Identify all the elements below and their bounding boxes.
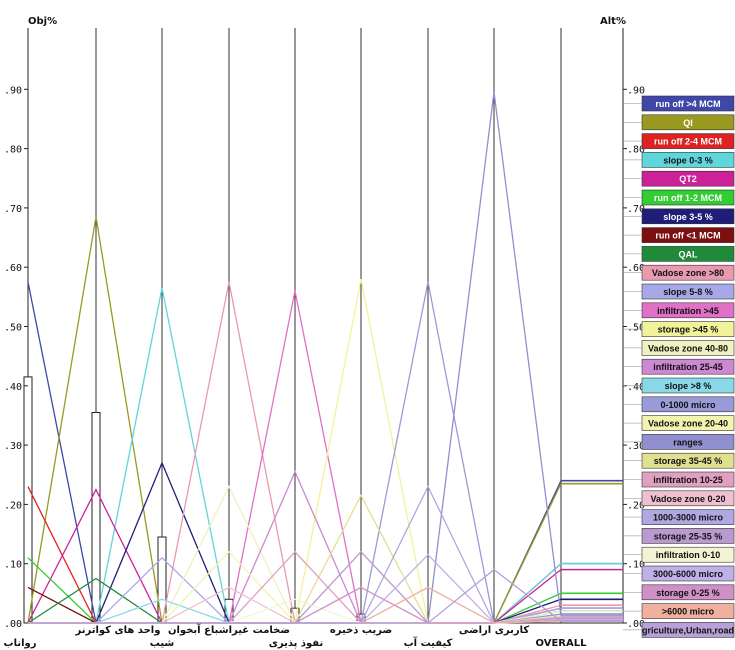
legend-label: slope 5-8 % [663, 287, 713, 297]
legend-entry: slope 5-8 % [623, 283, 735, 300]
legend-label: QI [683, 118, 693, 128]
legend-entry: run off 1-2 MCM [623, 189, 735, 206]
legend-entry: storage 0-25 % [623, 584, 735, 601]
legend-entry: storage >45 % [623, 321, 735, 337]
criterion-label: کیفیت آب [404, 636, 453, 649]
legend-label: storage 35-45 % [654, 456, 723, 466]
legend-entry: slope 0-3 % [623, 152, 735, 168]
right-tick-label: .20 [627, 500, 645, 511]
criterion-label: شیب [150, 638, 175, 649]
series-lines [27, 92, 623, 624]
legend-entry: Vadose zone >80 [623, 264, 735, 281]
legend-label: griculture,Urban,road [642, 625, 734, 635]
left-tick-label: .60 [4, 263, 22, 274]
legend-entry: storage 35-45 % [623, 452, 735, 469]
left-tick-label: .50 [4, 323, 22, 334]
legend-entry: >6000 micro [623, 603, 735, 619]
legend-entry: slope >8 % [623, 377, 735, 394]
legend-entry: QI [623, 114, 735, 131]
legend-label: ranges [673, 437, 703, 447]
criterion-labels: رواناب واحد های کواترنر شیب ضخامت غیراشباع … [4, 623, 588, 649]
legend-label: QAL [679, 249, 699, 259]
left-tick-label: .10 [4, 560, 22, 571]
legend-label: Vadose zone 20-40 [648, 419, 728, 429]
criterion-label: کاربری اراضی [459, 625, 530, 636]
legend-label: infiltration 10-25 [653, 475, 723, 485]
legend-entry: run off 2-4 MCM [623, 133, 735, 149]
tick-labels: .00 .00 .10 .10 .20 .20 .30 .30 .40 .40 .50 .50 .60.… [4, 85, 645, 630]
legend-entry: Vadose zone 0-20 [623, 490, 735, 507]
left-tick-label: .40 [4, 382, 22, 393]
right-tick-label: .30 [627, 441, 645, 452]
legend: run off >4 MCM QI run off 2-4 MCM slope 0-3… [623, 95, 735, 638]
right-tick-label: .70 [627, 204, 645, 215]
legend-entry: storage 25-35 % [623, 528, 735, 544]
legend-label: storage >45 % [658, 325, 719, 335]
right-tick-label: .40 [627, 382, 645, 393]
legend-label: slope 3-5 % [663, 212, 713, 222]
legend-entry: run off >4 MCM [623, 95, 735, 112]
legend-label: Vadose zone 40-80 [648, 343, 728, 353]
legend-label: run off >4 MCM [655, 99, 720, 109]
legend-entry: 0-1000 micro [623, 396, 735, 413]
legend-label: 0-1000 micro [660, 400, 716, 410]
legend-entry: infiltration >45 [623, 302, 735, 319]
criterion-label: رواناب [4, 638, 37, 649]
criterion-label: ضریب ذخیره [330, 625, 392, 636]
left-axis-label: Obj% [28, 16, 57, 27]
legend-label: slope >8 % [665, 381, 712, 391]
legend-label: slope 0-3 % [663, 155, 713, 165]
legend-entry: griculture,Urban,road [623, 622, 735, 638]
left-tick-label: .70 [4, 204, 22, 215]
left-tick-label: .20 [4, 500, 22, 511]
right-tick-label: .80 [627, 145, 645, 156]
left-tick-label: .90 [4, 85, 22, 96]
legend-entry: slope 3-5 % [623, 208, 735, 225]
legend-label: QT2 [679, 174, 697, 184]
legend-entry: 1000-3000 micro [623, 509, 735, 525]
legend-label: run off <1 MCM [655, 231, 720, 241]
right-tick-label: .50 [627, 323, 645, 334]
legend-label: 3000-6000 micro [653, 569, 724, 579]
criterion-label: نفوذ پذیری [269, 638, 324, 649]
legend-label: >6000 micro [662, 607, 715, 617]
legend-entry: QAL [623, 246, 735, 262]
criterion-label: OVERALL [536, 638, 588, 649]
right-tick-label: .90 [627, 85, 645, 96]
legend-label: storage 0-25 % [656, 588, 720, 598]
legend-entry: infiltration 0-10 [623, 546, 735, 563]
right-tick-label: .60 [627, 263, 645, 274]
axis-lines [95, 28, 562, 623]
legend-label: storage 25-35 % [654, 531, 723, 541]
legend-entry: Vadose zone 20-40 [623, 415, 735, 431]
legend-label: run off 1-2 MCM [654, 193, 722, 203]
weight-bar [23, 376, 33, 624]
left-tick-label: .80 [4, 145, 22, 156]
right-tick-label: .10 [627, 560, 645, 571]
legend-label: run off 2-4 MCM [654, 137, 722, 147]
criterion-label: واحد های کواترنر [75, 625, 161, 636]
legend-label: infiltration 25-45 [653, 362, 723, 372]
legend-label: infiltration 0-10 [656, 550, 721, 560]
left-tick-label: .30 [4, 441, 22, 452]
legend-entry: 3000-6000 micro [623, 565, 735, 582]
legend-label: Vadose zone >80 [652, 268, 724, 278]
legend-label: infiltration >45 [657, 306, 719, 316]
legend-entry: QT2 [623, 170, 735, 187]
legend-entry: ranges [623, 434, 735, 450]
legend-entry: infiltration 10-25 [623, 471, 735, 488]
legend-entry: infiltration 25-45 [623, 358, 735, 375]
right-axis-label: Alt% [600, 16, 626, 27]
legend-entry: Vadose zone 40-80 [623, 340, 735, 356]
right-tick-label: .00 [627, 619, 645, 630]
legend-label: 1000-3000 micro [653, 513, 724, 523]
weight-bar [91, 411, 101, 624]
left-tick-label: .00 [4, 619, 22, 630]
legend-entry: run off <1 MCM [623, 227, 735, 243]
legend-label: Vadose zone 0-20 [650, 494, 725, 504]
criterion-label: ضخامت غیراشباع آبخوان [168, 623, 290, 636]
series-line [28, 568, 562, 624]
